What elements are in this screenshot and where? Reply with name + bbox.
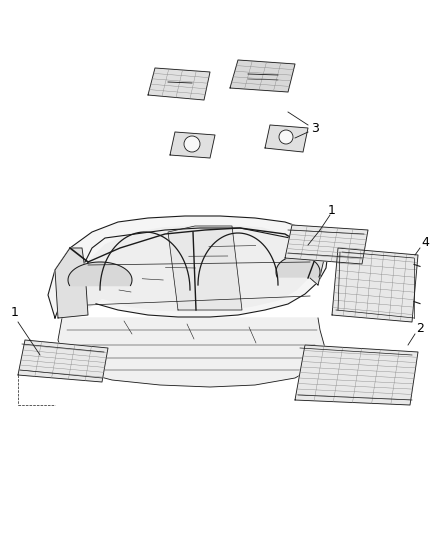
- Polygon shape: [80, 226, 310, 311]
- Polygon shape: [310, 240, 328, 285]
- Polygon shape: [265, 125, 308, 152]
- Polygon shape: [68, 262, 132, 286]
- Polygon shape: [58, 318, 325, 387]
- Circle shape: [184, 136, 200, 152]
- Text: 1: 1: [11, 305, 19, 319]
- Text: 2: 2: [416, 321, 424, 335]
- Polygon shape: [148, 68, 210, 100]
- Polygon shape: [168, 226, 242, 310]
- Text: 3: 3: [311, 122, 319, 134]
- Polygon shape: [230, 60, 295, 92]
- Circle shape: [279, 130, 293, 144]
- Text: 1: 1: [328, 204, 336, 216]
- Text: 4: 4: [421, 236, 429, 248]
- Polygon shape: [170, 132, 215, 158]
- Polygon shape: [285, 225, 368, 264]
- Polygon shape: [55, 248, 88, 318]
- Polygon shape: [18, 340, 108, 382]
- Polygon shape: [332, 248, 418, 322]
- Polygon shape: [276, 256, 320, 277]
- Polygon shape: [48, 216, 328, 318]
- Polygon shape: [295, 345, 418, 405]
